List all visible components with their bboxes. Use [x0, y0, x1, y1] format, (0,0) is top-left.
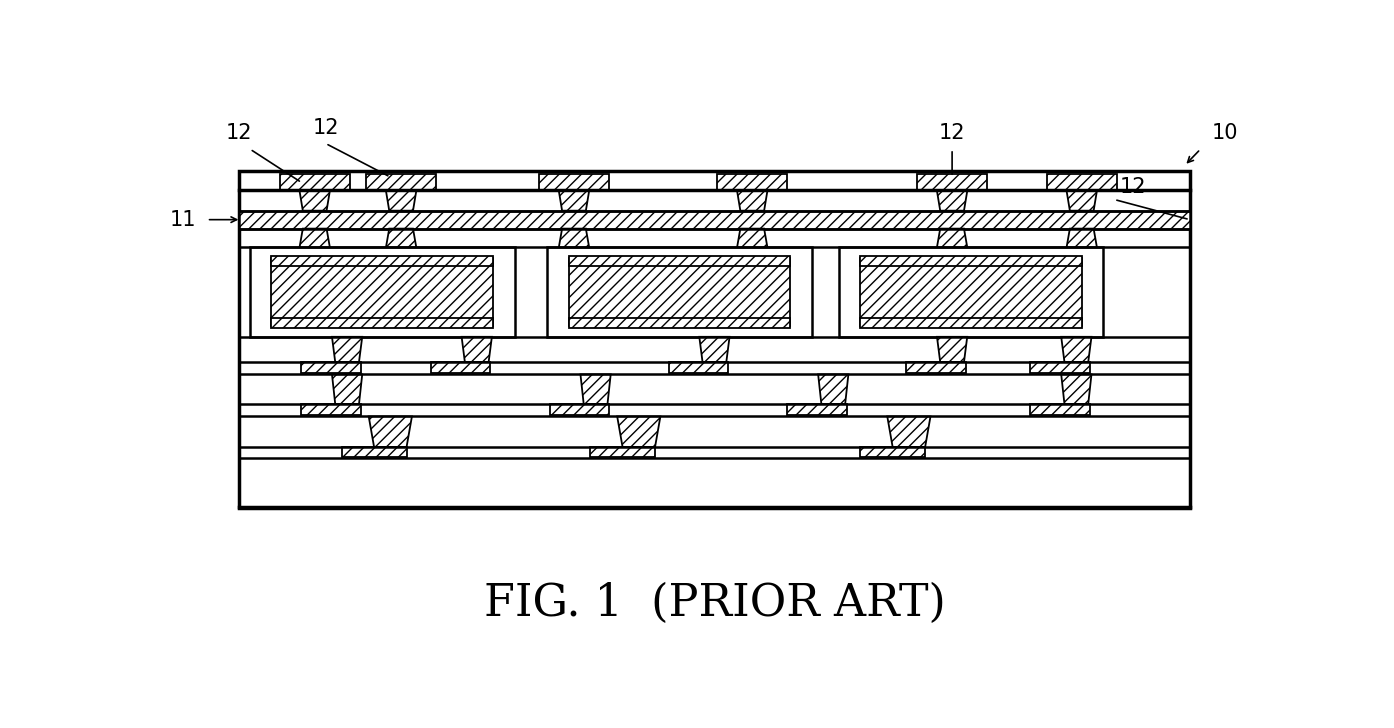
Bar — [240, 210, 1190, 229]
Bar — [917, 174, 987, 191]
Polygon shape — [1066, 191, 1097, 210]
Text: 11: 11 — [169, 210, 195, 229]
Bar — [569, 258, 790, 325]
Bar — [788, 404, 846, 415]
Text: 12: 12 — [938, 124, 966, 143]
Bar — [546, 247, 811, 337]
Polygon shape — [461, 337, 492, 362]
Polygon shape — [818, 374, 849, 404]
Polygon shape — [300, 229, 330, 247]
Polygon shape — [1061, 337, 1092, 362]
Polygon shape — [332, 337, 362, 362]
Polygon shape — [386, 191, 417, 210]
Bar — [860, 317, 1082, 328]
Bar — [549, 404, 609, 415]
Polygon shape — [580, 374, 611, 404]
Polygon shape — [700, 337, 729, 362]
Bar — [1030, 404, 1090, 415]
Polygon shape — [386, 229, 417, 247]
Bar — [569, 256, 790, 266]
Bar — [301, 404, 361, 415]
Polygon shape — [1066, 229, 1097, 247]
Bar — [569, 317, 790, 328]
Bar — [240, 172, 1190, 508]
Polygon shape — [737, 229, 767, 247]
Bar — [250, 247, 514, 337]
Bar — [272, 256, 493, 266]
Polygon shape — [1061, 374, 1092, 404]
Polygon shape — [937, 229, 967, 247]
Bar — [1030, 362, 1090, 373]
Polygon shape — [369, 416, 413, 447]
Bar — [906, 362, 966, 373]
Polygon shape — [937, 191, 967, 210]
Bar — [860, 447, 926, 457]
Polygon shape — [559, 191, 590, 210]
Bar — [539, 174, 609, 191]
Polygon shape — [937, 337, 967, 362]
Bar — [431, 362, 491, 373]
Bar — [860, 256, 1082, 266]
Bar — [669, 362, 728, 373]
Bar — [590, 447, 655, 457]
Bar — [1047, 174, 1117, 191]
Bar — [839, 247, 1104, 337]
Bar — [860, 258, 1082, 325]
Polygon shape — [300, 191, 330, 210]
Bar — [301, 362, 361, 373]
Polygon shape — [888, 416, 931, 447]
Bar — [272, 258, 493, 325]
Bar — [717, 174, 788, 191]
Bar — [367, 174, 436, 191]
Bar — [280, 174, 350, 191]
Text: 12: 12 — [312, 118, 339, 138]
Text: 12: 12 — [226, 124, 252, 143]
Polygon shape — [559, 229, 590, 247]
Bar — [272, 317, 493, 328]
Text: 12: 12 — [1119, 177, 1146, 197]
Bar — [342, 447, 407, 457]
Text: 10: 10 — [1211, 124, 1238, 143]
Polygon shape — [618, 416, 661, 447]
Text: FIG. 1  (PRIOR ART): FIG. 1 (PRIOR ART) — [484, 582, 945, 625]
Polygon shape — [737, 191, 767, 210]
Polygon shape — [332, 374, 362, 404]
